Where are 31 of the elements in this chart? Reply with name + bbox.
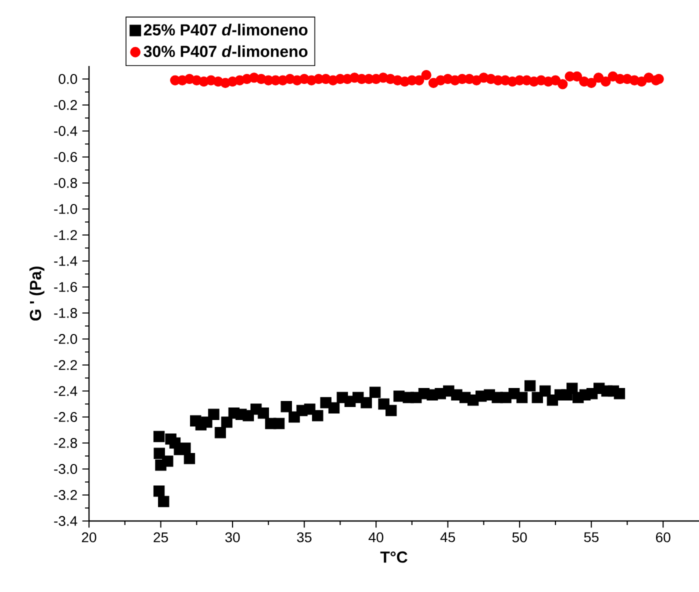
y-tick-label: -0.2	[54, 100, 77, 110]
y-tick-label: -2.8	[54, 438, 78, 448]
y-tick-label: -3.4	[54, 516, 78, 526]
legend-label: 25% P407 d-limoneno	[144, 24, 308, 36]
x-tick-label: 20	[82, 532, 96, 542]
x-tick-label: 60	[656, 532, 670, 542]
legend-label: 30% P407 d-limoneno	[144, 45, 308, 58]
x-axis-title: T°C	[380, 551, 408, 563]
y-tick-label: -1.6	[54, 282, 78, 292]
y-tick-label: -2.2	[54, 360, 77, 370]
y-tick-label: 0.0	[58, 74, 78, 84]
y-axis-title: G ' (Pa)	[29, 266, 44, 321]
y-tick-label: -0.6	[54, 152, 78, 162]
y-tick-label: -2.4	[54, 386, 78, 396]
y-tick-label: -1.4	[54, 256, 78, 266]
x-tick-label: 50	[512, 532, 527, 542]
y-tick-label: -0.4	[54, 126, 78, 136]
y-tick-label: -1.2	[54, 230, 77, 240]
y-tick-label: -0.8	[54, 178, 78, 188]
x-tick-label: 30	[225, 532, 240, 542]
y-tick-label: -2.6	[54, 412, 78, 422]
y-tick-label: -1.0	[54, 204, 78, 214]
y-tick-label: -1.8	[54, 308, 78, 318]
x-tick-label: 55	[584, 532, 599, 542]
y-tick-label: -3.2	[54, 490, 77, 500]
y-tick-label: -3.0	[54, 464, 78, 474]
x-tick-label: 40	[368, 532, 384, 542]
x-tick-label: 35	[297, 532, 312, 542]
y-tick-label: -2.0	[54, 334, 78, 344]
x-tick-label: 45	[440, 532, 456, 542]
x-tick-label: 25	[154, 532, 168, 542]
